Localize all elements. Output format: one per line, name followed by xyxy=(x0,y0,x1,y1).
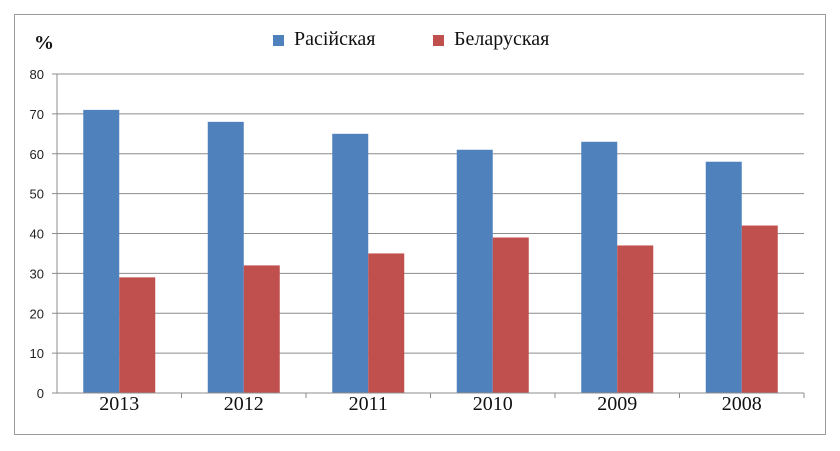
y-tick-label: 60 xyxy=(30,147,44,162)
legend-swatch xyxy=(433,35,444,46)
legend-label: Беларуская xyxy=(454,28,549,50)
bar-series2-2010 xyxy=(492,237,529,393)
y-tick-label: 20 xyxy=(30,306,44,321)
y-tick-label: 50 xyxy=(30,187,44,202)
y-tick-label: 80 xyxy=(30,67,44,82)
y-axis-ticks: 0 10 20 30 40 50 60 70 80 xyxy=(30,67,44,401)
x-axis xyxy=(56,74,805,398)
y-tick-label: 70 xyxy=(30,107,44,122)
bar-series2-2013 xyxy=(119,277,156,393)
bar-series1-2013 xyxy=(83,109,120,393)
bar-series1-2011 xyxy=(332,133,369,393)
bar-series2-2012 xyxy=(243,265,280,393)
y-tick-label: 30 xyxy=(30,266,44,281)
bar-series1-2008 xyxy=(705,161,742,393)
x-axis-labels: 2013 2012 2011 2010 2009 2008 xyxy=(99,393,762,415)
x-category-label: 2013 xyxy=(99,393,139,415)
bar-series2-2011 xyxy=(368,253,405,393)
y-tick-label: 40 xyxy=(30,227,44,242)
legend: Расійская Беларуская xyxy=(273,28,549,50)
bar-series2-2009 xyxy=(617,245,654,393)
y-axis-unit-label: % xyxy=(34,32,54,54)
bar-series1-2009 xyxy=(581,141,618,393)
legend-label: Расійская xyxy=(294,28,376,50)
x-category-label: 2012 xyxy=(224,393,264,415)
bar-series1-2012 xyxy=(207,121,244,393)
x-category-label: 2010 xyxy=(473,393,513,415)
gridlines xyxy=(52,73,804,394)
x-category-label: 2011 xyxy=(349,393,388,415)
x-category-label: 2008 xyxy=(722,393,762,415)
y-tick-label: 0 xyxy=(37,386,44,401)
bar-series2-2008 xyxy=(741,225,778,393)
bar-series1-2010 xyxy=(456,149,493,393)
x-category-label: 2009 xyxy=(597,393,637,415)
bars xyxy=(83,109,778,393)
legend-swatch xyxy=(273,35,284,46)
y-tick-label: 10 xyxy=(30,346,44,361)
